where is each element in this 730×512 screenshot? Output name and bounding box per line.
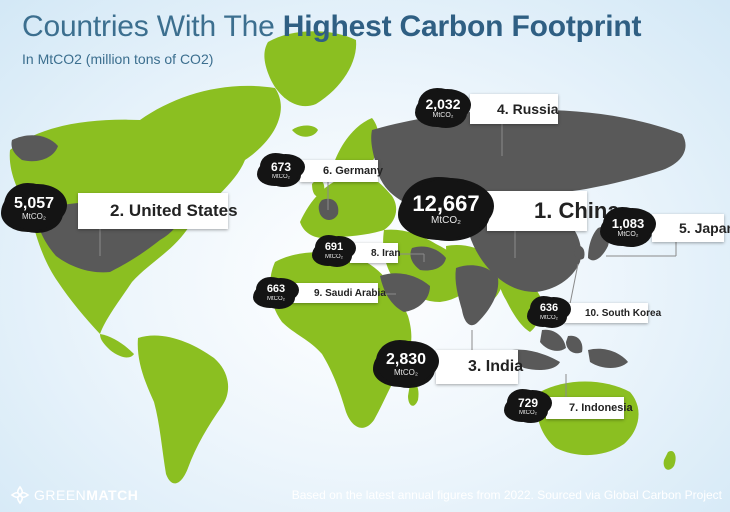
country-name: United States [128,201,238,220]
value-cloud-saudi-arabia: 663 MtCO₂ [258,280,294,306]
value-cloud-indonesia: 729 MtCO₂ [509,392,547,420]
land-south-america [137,335,229,484]
chart-subtitle: In MtCO2 (million tons of CO2) [22,51,214,67]
emission-unit: MtCO₂ [22,211,46,221]
greenmatch-logo: GREENMATCH [10,485,138,505]
rank-number: 8. [371,247,380,259]
value-cloud-russia: 2,032 MtCO₂ [420,91,466,125]
brand-name: GREENMATCH [34,487,139,503]
value-cloud-iran: 691 MtCO₂ [317,238,351,264]
land-iceland [292,125,318,137]
rank-number: 6. [323,165,333,177]
country-name: Indonesia [581,402,633,414]
leader-line-south-korea [569,263,579,305]
emission-value: 636 [539,302,559,314]
emission-unit: MtCO₂ [431,214,461,226]
country-label-india: 3. India [436,350,523,384]
emission-unit: MtCO₂ [267,296,285,302]
emission-unit: MtCO₂ [325,254,343,260]
emission-value: 691 [324,241,344,253]
emission-unit: MtCO₂ [394,367,418,377]
leaf-icon [10,485,30,505]
country-name: South Korea [601,307,662,319]
country-name: India [485,358,524,375]
emission-unit: MtCO₂ [272,173,290,180]
rank-number: 2. [110,201,125,220]
land-new-zealand [663,450,676,470]
country-united-states-alaska [11,135,58,162]
land-greenland [264,31,357,107]
country-label-japan: 5. Japan [652,214,730,242]
land-uk [312,179,325,197]
country-south-korea [574,245,585,260]
emission-unit: MtCO₂ [617,230,639,238]
rank-number: 3. [468,358,482,375]
emission-unit: MtCO₂ [519,409,537,416]
rank-number: 4. [497,101,509,117]
value-cloud-china: 12,667 MtCO₂ [403,180,489,238]
country-indonesia-3 [566,335,583,354]
value-cloud-germany: 673 MtCO₂ [262,156,300,184]
rank-number: 5. [679,220,691,236]
emission-value: 12,667 [412,190,480,216]
emission-unit: MtCO₂ [540,315,558,321]
country-indonesia-1 [511,349,560,370]
source-note: Based on the latest annual figures from … [291,488,722,502]
emission-value: 2,032 [425,96,461,112]
emission-value: 663 [266,283,286,295]
country-saudi-arabia [380,273,430,312]
country-iran [410,246,446,271]
country-label-germany: 6. Germany [300,160,383,182]
country-label-iran: 8. Iran [350,243,401,263]
rank-number: 7. [569,402,579,414]
country-name: Iran [382,247,401,259]
country-name: Germany [335,165,383,177]
rank-number: 10. [585,307,599,319]
rank-number: 9. [314,287,323,299]
country-indonesia-4 [588,348,628,368]
rank-number: 1. [534,198,553,223]
emission-value: 673 [270,159,292,174]
country-name: Japan [694,220,730,236]
chart-title: Countries With The Highest Carbon Footpr… [22,10,642,43]
emission-value: 1,083 [611,215,645,231]
country-name: Saudi Arabia [325,287,386,299]
emission-unit: MtCO₂ [432,112,454,119]
country-indonesia-2 [540,329,566,351]
country-label-indonesia: 7. Indonesia [546,397,633,419]
country-label-south-korea: 10. South Korea [564,303,661,323]
country-label-saudi-arabia: 9. Saudi Arabia [292,283,386,303]
land-madagascar [408,382,419,406]
land-central-america [100,334,134,358]
emission-value: 5,057 [13,194,55,212]
country-japan [588,226,610,261]
emission-value: 2,830 [385,350,427,368]
emission-value: 729 [517,395,539,410]
country-india [455,265,499,326]
country-label-russia: 4. Russia [470,94,559,124]
value-cloud-japan: 1,083 MtCO₂ [605,210,651,244]
value-cloud-india: 2,830 MtCO₂ [378,343,434,385]
country-russia [371,109,686,202]
country-name: Russia [512,101,559,117]
country-label-united-states: 2. United States [78,193,238,229]
country-label-china: 1. China [487,191,620,231]
value-cloud-united-states: 5,057 MtCO₂ [6,186,62,230]
value-cloud-south-korea: 636 MtCO₂ [532,299,566,325]
